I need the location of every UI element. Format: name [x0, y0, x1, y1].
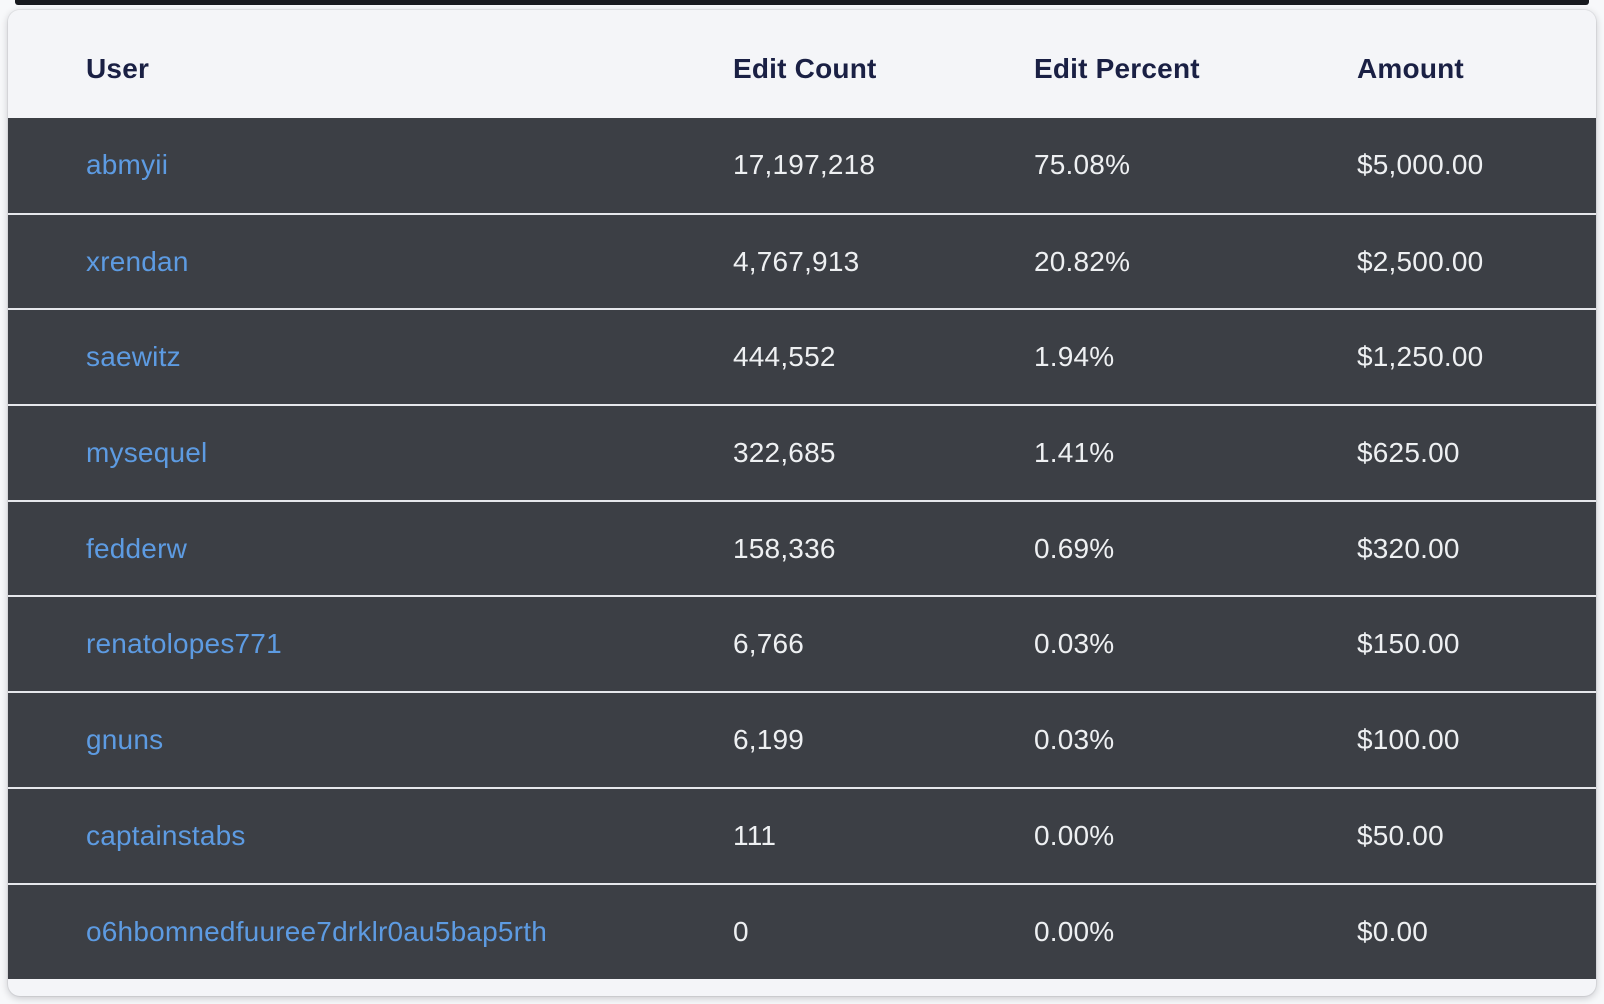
- user-link[interactable]: mysequel: [86, 436, 208, 468]
- edits-table: User Edit Count Edit Percent Amount abmy…: [8, 10, 1596, 980]
- edit-percent-cell: 1.94%: [1034, 341, 1115, 373]
- edit-count-cell: 17,197,218: [733, 149, 876, 181]
- edit-count-cell: 0: [733, 915, 749, 947]
- amount-cell: $150.00: [1357, 628, 1460, 660]
- table-row: o6hbomnedfuuree7drklr0au5bap5rth 0 0.00%…: [8, 883, 1596, 980]
- amount-cell: $625.00: [1357, 436, 1460, 468]
- edit-percent-cell: 0.03%: [1034, 723, 1115, 755]
- table-row: renatolopes771 6,766 0.03% $150.00: [8, 596, 1596, 693]
- user-link[interactable]: fedderw: [86, 532, 188, 564]
- user-link[interactable]: abmyii: [86, 149, 169, 181]
- edit-percent-cell: 0.00%: [1034, 915, 1115, 947]
- table-row: abmyii 17,197,218 75.08% $5,000.00: [8, 118, 1596, 214]
- edit-percent-cell: 0.03%: [1034, 628, 1115, 660]
- col-header-edit-count: Edit Count: [733, 10, 1034, 118]
- edit-count-cell: 444,552: [733, 341, 836, 373]
- amount-cell: $1,250.00: [1357, 341, 1484, 373]
- edit-count-cell: 6,199: [733, 723, 805, 755]
- table-row: captainstabs 111 0.00% $50.00: [8, 787, 1596, 884]
- table-row: gnuns 6,199 0.03% $100.00: [8, 692, 1596, 788]
- col-header-amount: Amount: [1357, 10, 1596, 118]
- top-edge-strip: [15, 0, 1589, 5]
- amount-cell: $50.00: [1357, 819, 1444, 851]
- table-header: User Edit Count Edit Percent Amount: [8, 10, 1596, 118]
- table-row: xrendan 4,767,913 20.82% $2,500.00: [8, 213, 1596, 310]
- edit-count-cell: 4,767,913: [733, 245, 860, 277]
- col-header-user: User: [8, 10, 733, 118]
- amount-cell: $0.00: [1357, 915, 1429, 947]
- edit-percent-cell: 0.69%: [1034, 532, 1115, 564]
- edit-percent-cell: 1.41%: [1034, 436, 1115, 468]
- table-row: saewitz 444,552 1.94% $1,250.00: [8, 309, 1596, 406]
- user-link[interactable]: xrendan: [86, 245, 189, 277]
- edit-percent-cell: 75.08%: [1034, 149, 1131, 181]
- edit-count-cell: 6,766: [733, 628, 805, 660]
- user-link[interactable]: saewitz: [86, 341, 181, 373]
- edit-percent-cell: 0.00%: [1034, 819, 1115, 851]
- amount-cell: $5,000.00: [1357, 149, 1484, 181]
- leaderboard-card: User Edit Count Edit Percent Amount abmy…: [8, 10, 1596, 996]
- user-link[interactable]: captainstabs: [86, 819, 246, 851]
- edit-count-cell: 111: [733, 819, 777, 851]
- col-header-edit-percent: Edit Percent: [1034, 10, 1357, 118]
- amount-cell: $100.00: [1357, 723, 1460, 755]
- table-row: fedderw 158,336 0.69% $320.00: [8, 500, 1596, 597]
- user-link[interactable]: renatolopes771: [86, 628, 282, 660]
- edit-percent-cell: 20.82%: [1034, 245, 1131, 277]
- table-body: abmyii 17,197,218 75.08% $5,000.00 xrend…: [8, 118, 1596, 980]
- user-link[interactable]: gnuns: [86, 723, 164, 755]
- user-link[interactable]: o6hbomnedfuuree7drklr0au5bap5rth: [86, 915, 547, 947]
- amount-cell: $2,500.00: [1357, 245, 1484, 277]
- edit-count-cell: 322,685: [733, 436, 836, 468]
- amount-cell: $320.00: [1357, 532, 1460, 564]
- edit-count-cell: 158,336: [733, 532, 836, 564]
- table-row: mysequel 322,685 1.41% $625.00: [8, 405, 1596, 501]
